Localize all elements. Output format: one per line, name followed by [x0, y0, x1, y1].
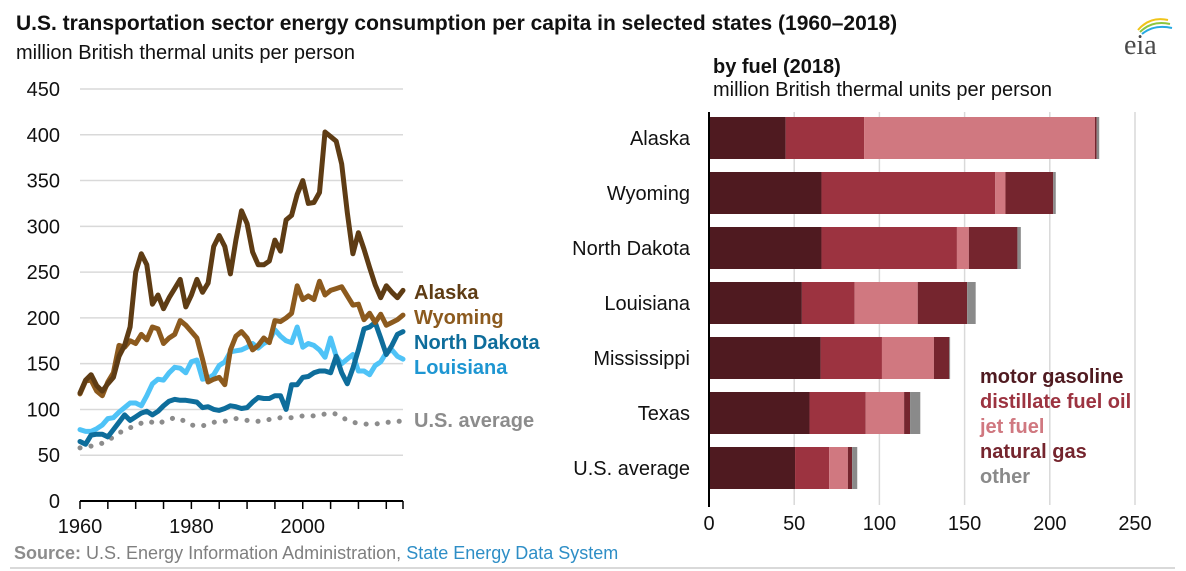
- footer-divider: [10, 567, 1175, 569]
- line-series-louisiana: [77, 324, 406, 434]
- line-x-tick-label: 2000: [281, 516, 326, 538]
- line-x-tick-label: 1960: [58, 516, 103, 538]
- bar-legend-label: natural gas: [980, 441, 1087, 463]
- bar-category-label: U.S. average: [573, 458, 690, 480]
- source-text: U.S. Energy Information Administration,: [81, 543, 407, 563]
- bar-segment-jet-fuel: [854, 282, 918, 324]
- bar-chart-legend: motor gasoline distillate fuel oil jet fue…: [979, 366, 1131, 488]
- bar-segment-other: [1017, 227, 1021, 269]
- bar-x-tick-label: 150: [948, 513, 981, 535]
- line-chart-x-axis: 1960 1980 2000: [58, 500, 404, 538]
- line-chart-series: [77, 129, 406, 451]
- bar-segment-jet-fuel: [864, 117, 1095, 159]
- bar-category-label: Mississippi: [593, 348, 690, 370]
- bar-segment-distillate-fuel-oil: [801, 282, 855, 324]
- source-link[interactable]: State Energy Data System: [406, 543, 619, 563]
- eia-logo-icon: eia: [1124, 18, 1173, 58]
- chart-title: U.S. transportation sector energy consum…: [16, 12, 898, 35]
- line-y-tick-label: 0: [49, 491, 60, 513]
- bar-segment-jet-fuel: [829, 447, 848, 489]
- bar-segment-jet-fuel: [865, 392, 905, 434]
- line-y-tick-label: 50: [38, 445, 60, 467]
- bar-segment-motor-gasoline: [709, 447, 796, 489]
- bar-category-label: North Dakota: [572, 238, 691, 260]
- bar-legend-label: distillate fuel oil: [980, 391, 1131, 413]
- line-y-tick-label: 400: [27, 125, 60, 147]
- bar-segment-natural-gas: [1094, 117, 1097, 159]
- bar-category-label: Texas: [638, 403, 690, 425]
- bar-segment-other: [967, 282, 976, 324]
- bar-segment-motor-gasoline: [709, 117, 786, 159]
- line-y-tick-label: 250: [27, 262, 60, 284]
- bar-segment-other: [1053, 172, 1056, 214]
- bar-segment-distillate-fuel-oil: [821, 227, 957, 269]
- bar-segment-natural-gas: [933, 337, 950, 379]
- bar-segment-other: [949, 337, 951, 379]
- line-chart-gridlines: [80, 88, 403, 456]
- line-legend-label: U.S. average: [414, 410, 534, 432]
- bar-segment-distillate-fuel-oil: [795, 447, 830, 489]
- line-legend-label: North Dakota: [414, 332, 540, 354]
- bar-segment-distillate-fuel-oil: [820, 337, 882, 379]
- bar-segment-distillate-fuel-oil: [821, 172, 996, 214]
- bar-x-tick-label: 250: [1118, 513, 1151, 535]
- bar-chart-x-ticks: 0 50 100 150 200 250: [703, 513, 1151, 535]
- bar-legend-label: motor gasoline: [980, 366, 1123, 388]
- line-legend-label: Wyoming: [414, 307, 504, 329]
- bar-x-tick-label: 50: [783, 513, 805, 535]
- bar-segment-natural-gas: [1005, 172, 1054, 214]
- line-y-tick-label: 300: [27, 216, 60, 238]
- bar-segment-natural-gas: [968, 227, 1018, 269]
- line-series-alaska: [77, 129, 406, 396]
- bar-segment-natural-gas: [917, 282, 968, 324]
- line-y-tick-label: 150: [27, 354, 60, 376]
- bar-segment-motor-gasoline: [709, 282, 802, 324]
- bar-x-tick-label: 100: [863, 513, 896, 535]
- bar-chart-bars: [709, 117, 1100, 489]
- line-chart-legend: Alaska Wyoming North Dakota Louisiana U.S. a…: [414, 282, 540, 432]
- bar-segment-jet-fuel: [881, 337, 934, 379]
- bar-segment-distillate-fuel-oil: [785, 117, 865, 159]
- bar-segment-natural-gas: [904, 392, 911, 434]
- eia-logo-text: eia: [1124, 30, 1157, 58]
- source-note: Source: U.S. Energy Information Administ…: [14, 543, 618, 564]
- bar-segment-motor-gasoline: [709, 337, 821, 379]
- bar-category-label: Louisiana: [604, 293, 691, 315]
- bar-chart-categories: Alaska Wyoming North Dakota Louisiana Missis…: [572, 128, 691, 480]
- line-y-tick-label: 200: [27, 308, 60, 330]
- bar-segment-distillate-fuel-oil: [809, 392, 866, 434]
- line-legend-label: Louisiana: [414, 357, 508, 379]
- line-x-tick-label: 1980: [169, 516, 214, 538]
- line-y-tick-label: 450: [27, 79, 60, 101]
- line-chart-units: million British thermal units per person: [16, 42, 356, 64]
- line-series-wyoming: [77, 278, 406, 399]
- bar-segment-motor-gasoline: [709, 227, 822, 269]
- line-legend-label: Alaska: [414, 282, 479, 304]
- bar-x-tick-label: 200: [1033, 513, 1066, 535]
- bar-chart-title: by fuel (2018): [713, 56, 841, 78]
- bar-segment-other: [852, 447, 858, 489]
- bar-category-label: Alaska: [630, 128, 691, 150]
- bar-chart-units: million British thermal units per person: [713, 79, 1053, 101]
- bar-category-label: Wyoming: [607, 183, 690, 205]
- source-label: Source:: [14, 543, 82, 563]
- bar-x-tick-label: 0: [703, 513, 714, 535]
- line-y-tick-label: 100: [27, 399, 60, 421]
- bar-segment-motor-gasoline: [709, 172, 822, 214]
- line-series-north-dakota: [77, 320, 406, 447]
- bar-segment-motor-gasoline: [709, 392, 810, 434]
- bar-legend-label: other: [980, 466, 1030, 488]
- bar-segment-jet-fuel: [995, 172, 1006, 214]
- bar-segment-natural-gas: [847, 447, 853, 489]
- line-chart-y-axis: 0 50 100 150 200 250 300 350 400 450: [27, 79, 60, 513]
- bar-segment-other: [1096, 117, 1100, 159]
- bar-segment-other: [910, 392, 921, 434]
- line-y-tick-label: 350: [27, 171, 60, 193]
- bar-segment-jet-fuel: [956, 227, 969, 269]
- bar-legend-label: jet fuel: [979, 416, 1044, 438]
